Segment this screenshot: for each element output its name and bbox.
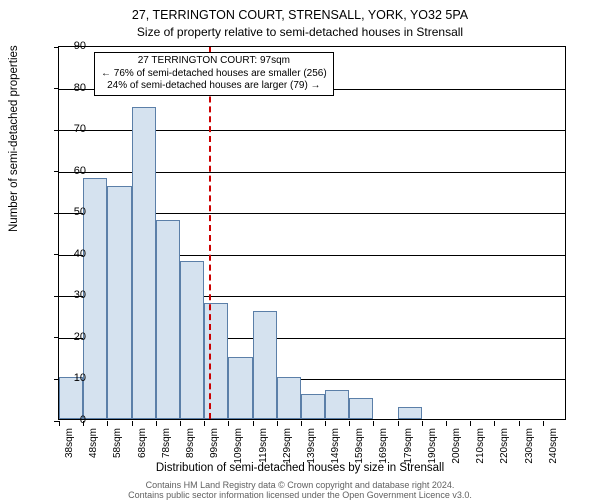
histogram-bar [301, 394, 325, 419]
y-axis-label: Number of semi-detached properties [8, 45, 20, 232]
x-tick-label: 109sqm [233, 428, 244, 468]
y-tick-label: 90 [62, 40, 86, 52]
histogram-bar [180, 261, 204, 419]
y-tick-label: 50 [62, 206, 86, 218]
y-tick-label: 30 [62, 289, 86, 301]
histogram-bar [132, 107, 156, 419]
chart-plot-area [58, 46, 566, 420]
annotation-line: 27 TERRINGTON COURT: 97sqm [101, 55, 327, 68]
chart-subtitle: Size of property relative to semi-detach… [0, 25, 600, 39]
x-tick-label: 200sqm [451, 428, 462, 468]
annotation-line: 24% of semi-detached houses are larger (… [101, 80, 327, 93]
x-tick-label: 119sqm [258, 428, 269, 468]
y-tick-label: 40 [62, 248, 86, 260]
annotation-line: ← 76% of semi-detached houses are smalle… [101, 68, 327, 81]
x-tick-label: 220sqm [499, 428, 510, 468]
y-tick-label: 80 [62, 82, 86, 94]
y-tick-label: 70 [62, 123, 86, 135]
y-tick-label: 0 [62, 414, 86, 426]
footer-line-2: Contains public sector information licen… [128, 490, 472, 500]
x-tick-label: 68sqm [137, 428, 148, 468]
x-tick-label: 129sqm [282, 428, 293, 468]
histogram-bar [398, 407, 422, 419]
y-tick-label: 10 [62, 372, 86, 384]
x-tick-label: 190sqm [427, 428, 438, 468]
histogram-bar [253, 311, 277, 419]
histogram-bar [204, 303, 228, 419]
histogram-bar [83, 178, 107, 419]
annotation-box: 27 TERRINGTON COURT: 97sqm← 76% of semi-… [94, 52, 334, 96]
x-tick-label: 240sqm [548, 428, 559, 468]
histogram-bar [277, 377, 301, 419]
x-tick-label: 210sqm [475, 428, 486, 468]
footer-attribution: Contains HM Land Registry data © Crown c… [0, 480, 600, 501]
x-tick-label: 149sqm [330, 428, 341, 468]
x-tick-label: 139sqm [306, 428, 317, 468]
x-tick-label: 179sqm [403, 428, 414, 468]
x-tick-label: 58sqm [112, 428, 123, 468]
x-tick-label: 230sqm [524, 428, 535, 468]
x-tick-label: 159sqm [354, 428, 365, 468]
histogram-bar [107, 186, 131, 419]
histogram-bar [349, 398, 373, 419]
histogram-bar [156, 220, 180, 419]
chart-title: 27, TERRINGTON COURT, STRENSALL, YORK, Y… [0, 8, 600, 22]
x-tick-label: 48sqm [88, 428, 99, 468]
y-tick-label: 20 [62, 331, 86, 343]
x-tick-label: 38sqm [64, 428, 75, 468]
histogram-bar [228, 357, 252, 419]
footer-line-1: Contains HM Land Registry data © Crown c… [146, 480, 455, 490]
histogram-bar [325, 390, 349, 419]
x-tick-label: 169sqm [378, 428, 389, 468]
y-tick-label: 60 [62, 165, 86, 177]
x-tick-label: 78sqm [161, 428, 172, 468]
x-tick-label: 99sqm [209, 428, 220, 468]
x-tick-label: 89sqm [185, 428, 196, 468]
reference-line [209, 47, 211, 419]
